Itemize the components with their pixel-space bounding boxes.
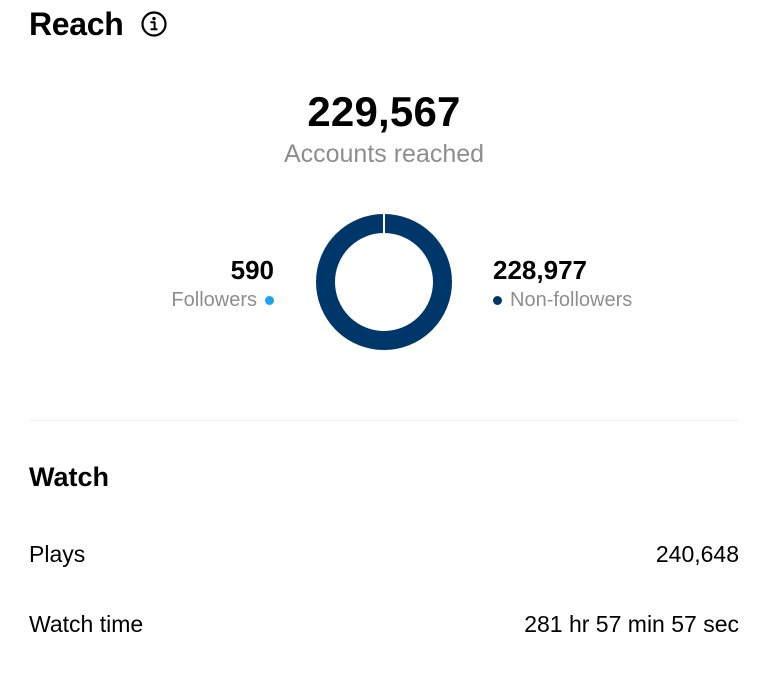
accounts-reached-label: Accounts reached	[283, 140, 485, 168]
non-followers-dot	[493, 295, 502, 305]
followers-dot	[265, 295, 274, 305]
section-divider	[29, 420, 739, 421]
followers-legend: Followers	[171, 286, 274, 314]
followers-label: Followers	[171, 289, 257, 311]
accounts-reached-value: 229,567	[307, 88, 461, 135]
followers-stat: 590 Followers	[171, 254, 274, 314]
reach-header: Reach	[29, 0, 168, 48]
followers-value: 590	[230, 255, 274, 285]
watch-section-title: Watch	[29, 462, 109, 492]
reach-donut-chart	[316, 214, 452, 350]
non-followers-stat: 228,977 Non-followers	[493, 254, 632, 314]
plays-label: Plays	[29, 541, 86, 567]
watch-time-label: Watch time	[29, 611, 144, 637]
plays-value: 240,648	[655, 541, 739, 567]
non-followers-value: 228,977	[493, 255, 587, 285]
non-followers-legend: Non-followers	[493, 286, 632, 314]
plays-row: Plays 240,648	[29, 541, 739, 568]
page-title: Reach	[29, 5, 124, 42]
info-icon[interactable]	[140, 10, 168, 38]
watch-time-value: 281 hr 57 min 57 sec	[524, 611, 739, 637]
non-followers-label: Non-followers	[510, 289, 633, 311]
watch-time-row: Watch time 281 hr 57 min 57 sec	[29, 611, 739, 638]
